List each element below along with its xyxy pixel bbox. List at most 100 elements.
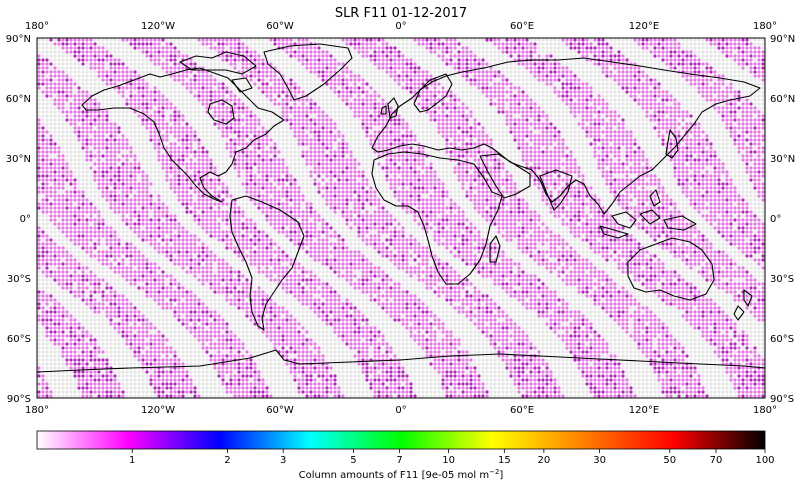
data-dot bbox=[641, 66, 645, 70]
data-dot bbox=[557, 50, 561, 54]
data-dot bbox=[61, 38, 65, 42]
data-dot bbox=[541, 70, 545, 74]
data-dot bbox=[581, 66, 585, 70]
data-dot bbox=[433, 54, 437, 58]
data-dot bbox=[685, 138, 689, 142]
data-dot bbox=[341, 70, 345, 74]
data-dot bbox=[733, 54, 737, 58]
data-dot bbox=[617, 90, 621, 94]
data-dot bbox=[125, 118, 129, 122]
data-dot bbox=[705, 130, 709, 134]
data-dot bbox=[197, 126, 201, 130]
data-dot bbox=[533, 110, 537, 114]
data-dot bbox=[389, 82, 393, 86]
data-dot bbox=[429, 134, 433, 138]
data-dot bbox=[701, 46, 705, 50]
data-dot bbox=[141, 94, 145, 98]
data-dot bbox=[745, 58, 749, 62]
data-dot bbox=[321, 66, 325, 70]
data-dot bbox=[709, 122, 713, 126]
data-dot bbox=[73, 138, 77, 142]
data-dot bbox=[713, 90, 717, 94]
data-dot bbox=[157, 58, 161, 62]
data-dot bbox=[597, 86, 601, 90]
data-dot bbox=[89, 38, 93, 42]
data-dot bbox=[509, 122, 513, 126]
data-dot bbox=[129, 62, 133, 66]
data-dot bbox=[321, 126, 325, 130]
data-dot bbox=[345, 102, 349, 106]
data-dot bbox=[605, 110, 609, 114]
data-dot bbox=[525, 46, 529, 50]
data-dot bbox=[117, 38, 121, 42]
data-dot bbox=[413, 86, 417, 90]
data-dot bbox=[161, 106, 165, 110]
data-dot bbox=[121, 46, 125, 50]
data-dot bbox=[537, 54, 541, 58]
data-dot bbox=[641, 78, 645, 82]
data-dot bbox=[501, 66, 505, 70]
data-dot bbox=[417, 82, 421, 86]
data-dot bbox=[557, 86, 561, 90]
data-dot bbox=[253, 58, 257, 62]
data-dot bbox=[725, 122, 729, 126]
data-dot bbox=[349, 94, 353, 98]
data-dot bbox=[465, 118, 469, 122]
data-dot bbox=[353, 62, 357, 66]
data-dot bbox=[249, 102, 253, 106]
map-panel[interactable] bbox=[36, 37, 766, 399]
data-dot bbox=[709, 42, 713, 46]
data-dot bbox=[129, 134, 133, 138]
data-dot bbox=[457, 62, 461, 66]
data-dot bbox=[397, 142, 401, 146]
data-dot bbox=[45, 130, 49, 134]
data-dot bbox=[173, 50, 177, 54]
data-dot bbox=[721, 134, 725, 138]
data-dot bbox=[745, 90, 749, 94]
data-dot bbox=[257, 42, 261, 46]
data-dot bbox=[541, 118, 545, 122]
data-dot bbox=[481, 130, 485, 134]
data-dot bbox=[333, 54, 337, 58]
data-dot bbox=[145, 130, 149, 134]
data-dot bbox=[121, 138, 125, 142]
data-dot bbox=[461, 50, 465, 54]
data-dot bbox=[197, 118, 201, 122]
data-dot bbox=[749, 134, 753, 138]
data-dot bbox=[613, 138, 617, 142]
data-dot bbox=[385, 46, 389, 50]
data-dot bbox=[349, 114, 353, 118]
data-dot bbox=[657, 50, 661, 54]
data-dot bbox=[317, 78, 321, 82]
data-dot bbox=[69, 134, 73, 138]
data-dot bbox=[497, 70, 501, 74]
data-dot bbox=[645, 78, 649, 82]
data-dot bbox=[589, 50, 593, 54]
data-dot bbox=[49, 98, 53, 102]
data-dot bbox=[341, 58, 345, 62]
data-dot bbox=[701, 62, 705, 66]
data-dot bbox=[737, 94, 741, 98]
data-dot bbox=[349, 78, 353, 82]
data-dot bbox=[293, 106, 297, 110]
data-dot bbox=[65, 70, 69, 74]
data-dot bbox=[449, 106, 453, 110]
data-dot bbox=[37, 106, 41, 110]
data-dot bbox=[105, 110, 109, 114]
data-dot bbox=[465, 114, 469, 118]
data-dot bbox=[477, 142, 481, 146]
data-dot bbox=[137, 102, 141, 106]
data-dot bbox=[61, 114, 65, 118]
data-dot bbox=[209, 82, 213, 86]
data-dot bbox=[409, 122, 413, 126]
data-dot bbox=[681, 46, 685, 50]
data-dot bbox=[737, 130, 741, 134]
data-dot bbox=[745, 118, 749, 122]
data-dot bbox=[561, 106, 565, 110]
data-dot bbox=[49, 82, 53, 86]
data-dot bbox=[577, 62, 581, 66]
data-dot bbox=[201, 118, 205, 122]
data-dot bbox=[669, 142, 673, 146]
data-dot bbox=[581, 110, 585, 114]
data-dot bbox=[757, 130, 761, 134]
